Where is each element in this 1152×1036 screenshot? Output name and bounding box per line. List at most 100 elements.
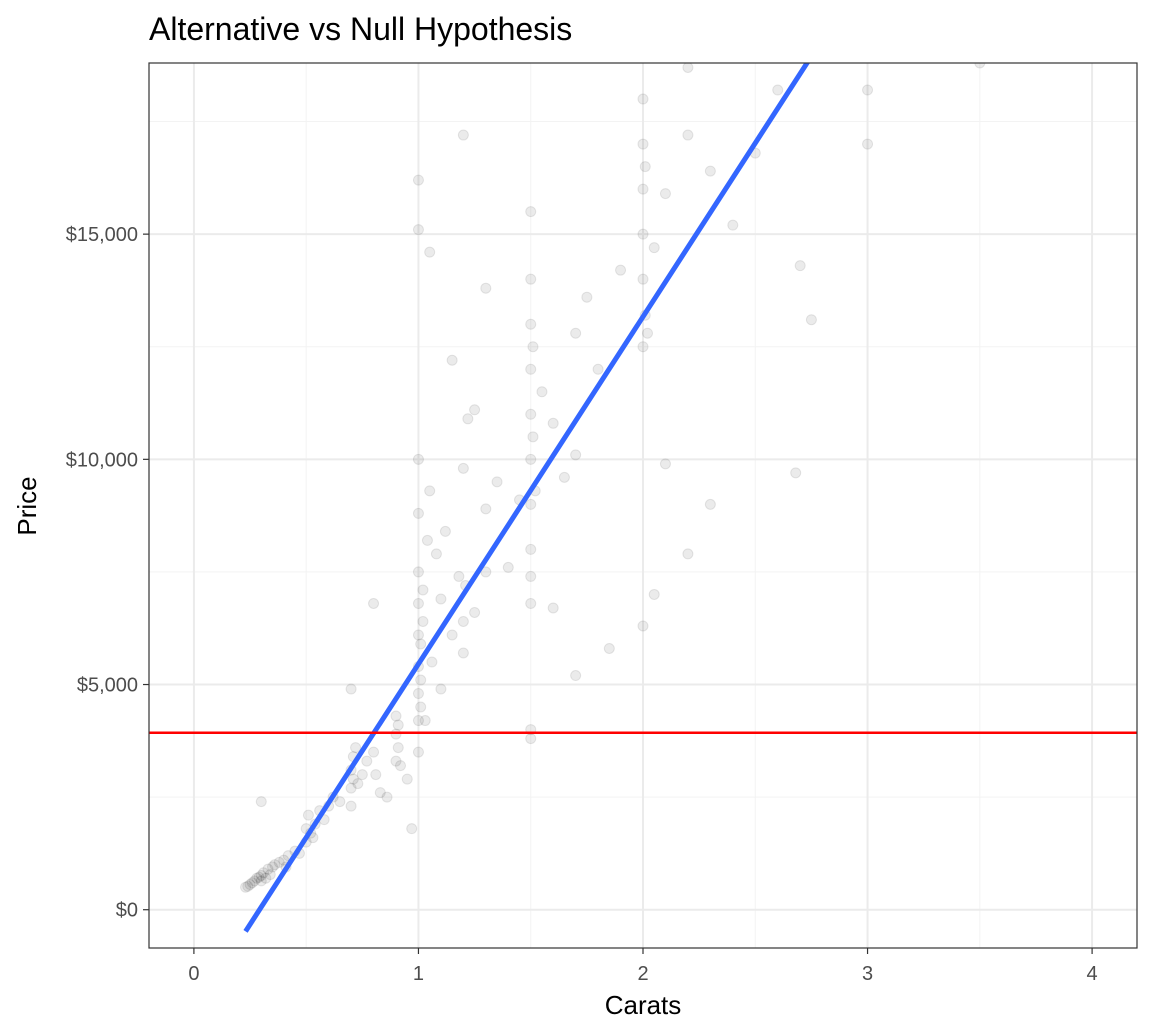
data-point [974, 63, 986, 69]
data-point [356, 769, 368, 781]
data-point [374, 787, 386, 799]
data-point [249, 875, 261, 887]
data-point [637, 620, 649, 632]
data-point [525, 363, 537, 375]
data-point [525, 453, 537, 465]
data-point [446, 354, 458, 366]
data-point [525, 498, 537, 510]
data-point [419, 715, 431, 727]
x-axis-title: Carats [605, 990, 682, 1020]
data-point [347, 773, 359, 785]
data-point [269, 859, 281, 871]
data-point [262, 863, 274, 875]
data-point [412, 566, 424, 578]
data-point [527, 341, 539, 353]
data-point [525, 318, 537, 330]
data-point [417, 584, 429, 596]
data-point [570, 449, 582, 461]
data-point [401, 773, 413, 785]
data-point [639, 161, 651, 173]
data-point [525, 206, 537, 218]
data-point [260, 872, 272, 884]
data-point [805, 314, 817, 326]
data-point [415, 701, 427, 713]
data-point [430, 548, 442, 560]
data-point [390, 728, 402, 740]
x-tick-label: 0 [188, 963, 199, 985]
y-tick-label: $15,000 [66, 224, 138, 246]
data-point [570, 327, 582, 339]
x-tick-label: 3 [862, 963, 873, 985]
data-point [361, 755, 373, 767]
data-point [772, 84, 784, 96]
data-point [412, 629, 424, 641]
data-point [682, 548, 694, 560]
data-point [412, 224, 424, 236]
data-point [412, 507, 424, 519]
data-point [862, 84, 874, 96]
x-tick-label: 4 [1087, 963, 1098, 985]
data-point [536, 386, 548, 398]
data-point [412, 746, 424, 758]
data-point [659, 188, 671, 200]
data-point [469, 404, 481, 416]
data-point [417, 615, 429, 627]
y-tick-label: $0 [116, 900, 138, 922]
data-point [525, 273, 537, 285]
data-point [421, 534, 433, 546]
y-axis-title: Price [12, 476, 42, 535]
data-point [255, 875, 267, 887]
data-point [350, 742, 362, 754]
data-point [390, 755, 402, 767]
chart-title: Alternative vs Null Hypothesis [149, 11, 572, 47]
data-point [637, 228, 649, 240]
data-point [558, 471, 570, 483]
data-point [415, 638, 427, 650]
data-point [412, 597, 424, 609]
data-point [242, 880, 254, 892]
data-point [352, 778, 364, 790]
data-point [267, 861, 278, 873]
data-point [592, 363, 604, 375]
data-point [704, 498, 716, 510]
data-point [370, 769, 382, 781]
data-point [394, 760, 406, 772]
regression-line [243, 63, 811, 933]
data-point [424, 246, 436, 258]
data-point [704, 165, 716, 177]
data-point [682, 129, 694, 141]
data-point [727, 219, 739, 231]
data-point [253, 871, 265, 883]
x-tick-label: 2 [637, 963, 648, 985]
data-point [273, 856, 285, 868]
data-point [790, 467, 802, 479]
data-point [648, 588, 660, 600]
data-point [547, 417, 559, 429]
x-tick-label: 1 [413, 963, 424, 985]
data-point [462, 413, 474, 425]
data-point [637, 183, 649, 195]
data-point [392, 742, 404, 754]
data-point [457, 129, 469, 141]
data-point [862, 138, 874, 150]
data-point [525, 543, 537, 555]
data-point [244, 878, 256, 890]
data-point [381, 791, 393, 803]
data-point [502, 561, 514, 573]
data-point [527, 431, 539, 443]
data-point [648, 242, 660, 254]
data-point [392, 719, 404, 731]
data-point [615, 264, 627, 276]
data-point [603, 642, 615, 654]
data-point [637, 138, 649, 150]
data-point [345, 800, 357, 812]
data-point [390, 710, 402, 722]
data-point [255, 796, 267, 808]
data-point [637, 93, 649, 105]
data-point [246, 877, 258, 889]
data-point [255, 869, 267, 881]
data-point [412, 174, 424, 186]
data-point [412, 688, 424, 700]
data-point [435, 593, 447, 605]
